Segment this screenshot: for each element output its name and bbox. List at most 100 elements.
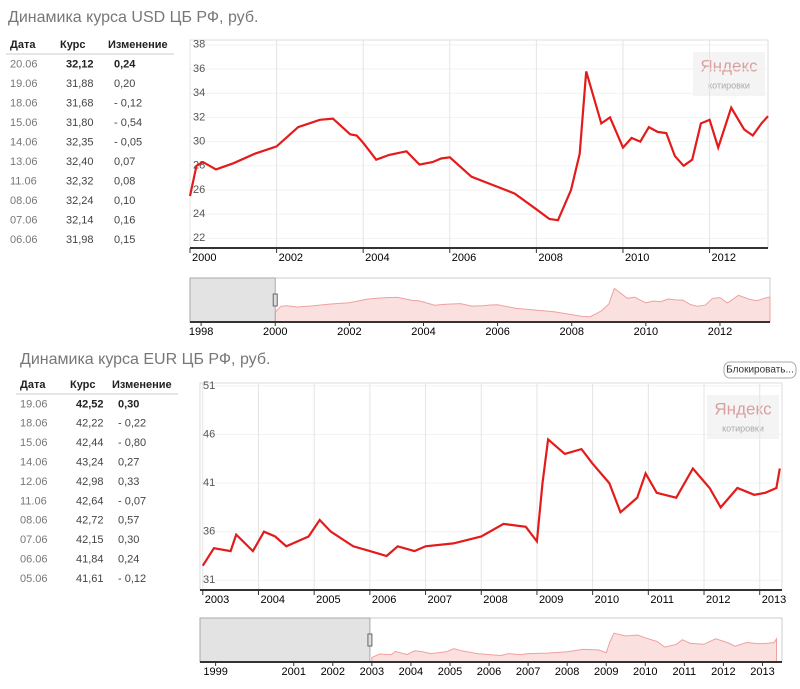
table-cell: 20.06 xyxy=(10,58,38,70)
table-cell: 42,15 xyxy=(76,534,104,546)
x-tick-label: 2007 xyxy=(428,594,452,606)
table-cell: - 0,80 xyxy=(118,437,146,449)
table-cell: 43,24 xyxy=(76,457,104,469)
x-tick-label: 2006 xyxy=(372,594,396,606)
y-tick-label: 51 xyxy=(203,380,215,392)
x-tick-label: 2000 xyxy=(192,252,216,264)
y-tick-label: 31 xyxy=(203,574,215,586)
navigator-tick-label: 2007 xyxy=(516,666,540,678)
navigator-tick-label: 2008 xyxy=(555,666,579,678)
table-cell: 0,30 xyxy=(118,398,139,410)
table-cell: 13.06 xyxy=(10,156,38,168)
table-header: Изменение xyxy=(112,379,172,391)
table-cell: 12.06 xyxy=(20,476,48,488)
table-cell: 15.06 xyxy=(20,437,48,449)
table-cell: 0,33 xyxy=(118,476,139,488)
navigator-tick-label: 2004 xyxy=(399,666,423,678)
table-cell: 32,40 xyxy=(66,156,94,168)
plot-area xyxy=(189,39,769,249)
table-cell: - 0,07 xyxy=(118,495,146,507)
y-tick-label: 41 xyxy=(203,477,215,489)
navigator-tick-label: 2001 xyxy=(282,666,306,678)
x-tick-label: 2006 xyxy=(452,252,476,264)
table-cell: 32,14 xyxy=(66,214,94,226)
price-line xyxy=(188,71,769,222)
navigator-tick-label: 2010 xyxy=(633,666,657,678)
navigator-tick-label: 1998 xyxy=(189,326,213,338)
table-cell: 19.06 xyxy=(20,398,48,410)
table-cell: 08.06 xyxy=(20,515,48,527)
x-tick-label: 2008 xyxy=(538,252,562,264)
table-cell: 18.06 xyxy=(20,418,48,430)
x-tick-label: 2004 xyxy=(260,594,284,606)
navigator-tick-label: 2000 xyxy=(263,326,287,338)
table-cell: 05.06 xyxy=(20,573,48,585)
table-header: Дата xyxy=(10,39,36,51)
navigator-tick-label: 2013 xyxy=(750,666,774,678)
table-cell: 0,20 xyxy=(114,78,135,90)
navigator-tick-label: 2002 xyxy=(321,666,345,678)
watermark: Яндекс xyxy=(714,399,772,418)
table-cell: 06.06 xyxy=(10,234,38,246)
y-tick-label: 30 xyxy=(193,135,205,147)
table-cell: 42,98 xyxy=(76,476,104,488)
watermark-box xyxy=(707,395,779,439)
table-header: Дата xyxy=(20,379,46,391)
table-cell: 0,30 xyxy=(118,534,139,546)
y-tick-label: 24 xyxy=(193,208,205,220)
navigator-tick-label: 2010 xyxy=(634,326,658,338)
y-tick-label: 22 xyxy=(193,232,205,244)
table-cell: - 0,54 xyxy=(114,117,142,129)
x-tick-label: 2004 xyxy=(365,252,389,264)
lock-button[interactable] xyxy=(723,361,797,379)
x-tick-label: 2008 xyxy=(483,594,507,606)
table-cell: - 0,12 xyxy=(118,573,146,585)
x-tick-label: 2005 xyxy=(316,594,340,606)
table-cell: 08.06 xyxy=(10,195,38,207)
watermark-box xyxy=(693,52,765,96)
table-cell: 0,24 xyxy=(118,554,139,566)
table-cell: 42,64 xyxy=(76,495,104,507)
navigator-mask xyxy=(189,277,276,323)
table-cell: - 0,12 xyxy=(114,97,142,109)
navigator-tick-label: 2003 xyxy=(360,666,384,678)
table-cell: 42,52 xyxy=(76,398,104,410)
y-tick-label: 36 xyxy=(193,63,205,75)
x-tick-label: 2012 xyxy=(712,252,736,264)
table-cell: 14.06 xyxy=(20,457,48,469)
table-cell: 42,22 xyxy=(76,418,104,430)
plot-area xyxy=(199,382,783,591)
y-tick-label: 34 xyxy=(193,87,205,99)
table-cell: 06.06 xyxy=(20,554,48,566)
navigator-tick-label: 2006 xyxy=(485,326,509,338)
navigator-handle[interactable] xyxy=(367,633,373,647)
table-cell: 31,88 xyxy=(66,78,94,90)
navigator-tick-label: 2004 xyxy=(411,326,435,338)
navigator-tick-label: 2008 xyxy=(559,326,583,338)
table-cell: 32,24 xyxy=(66,195,94,207)
chart-title: Динамика курса USD ЦБ РФ, руб. xyxy=(8,9,258,26)
y-tick-label: 36 xyxy=(203,526,215,538)
table-cell: 11.06 xyxy=(10,175,37,187)
chart-title: Динамика курса EUR ЦБ РФ, руб. xyxy=(20,351,270,368)
table-cell: 07.06 xyxy=(10,214,38,226)
x-tick-label: 2003 xyxy=(205,594,229,606)
table-cell: 19.06 xyxy=(10,78,38,90)
watermark-sub: котировки xyxy=(722,423,764,433)
table-header: Курс xyxy=(60,39,86,51)
navigator-handle[interactable] xyxy=(272,293,278,307)
navigator-tick-label: 2006 xyxy=(477,666,501,678)
table-cell: 07.06 xyxy=(20,534,48,546)
table-cell: 41,61 xyxy=(76,573,104,585)
x-tick-label: 2009 xyxy=(539,594,563,606)
x-tick-label: 2013 xyxy=(762,594,786,606)
table-cell: 42,72 xyxy=(76,515,104,527)
y-tick-label: 26 xyxy=(193,184,205,196)
lock-button-label[interactable]: Блокировать... xyxy=(726,365,794,376)
table-cell: 0,27 xyxy=(118,457,139,469)
navigator-mask xyxy=(199,617,371,663)
table-cell: 11.06 xyxy=(20,495,47,507)
x-tick-label: 2010 xyxy=(625,252,649,264)
table-cell: 14.06 xyxy=(10,136,38,148)
